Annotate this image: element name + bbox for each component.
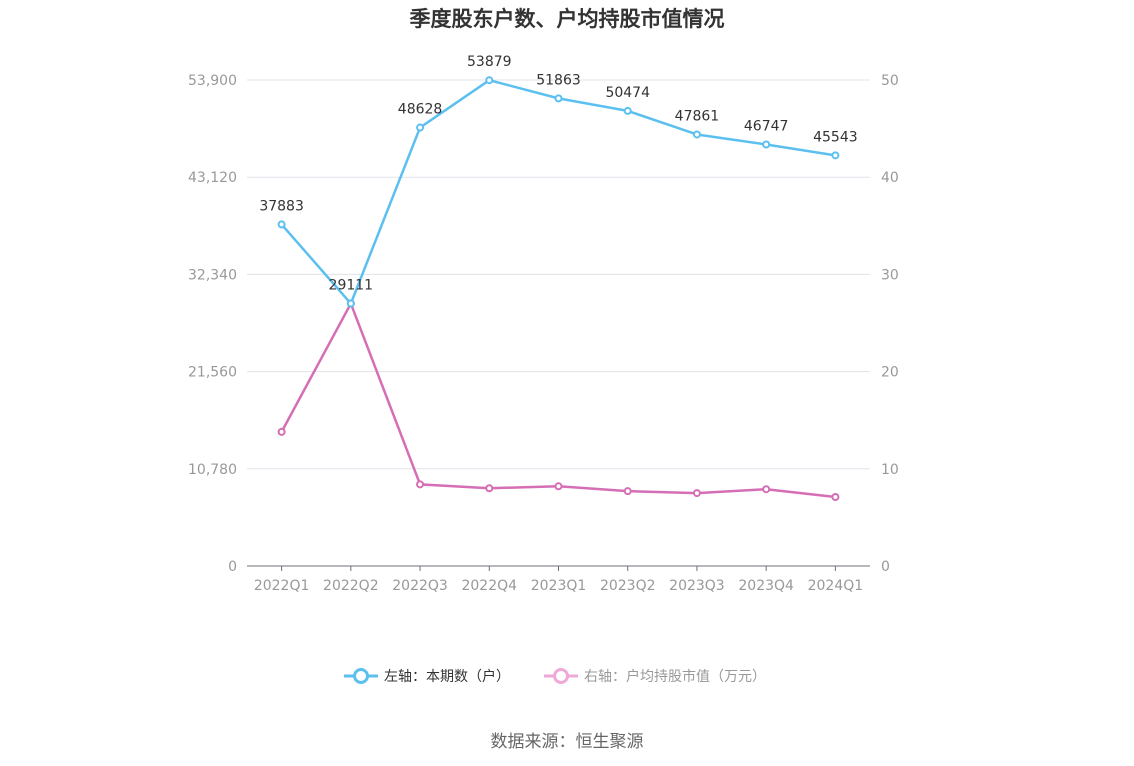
data-source: 数据来源：恒生聚源 bbox=[491, 732, 644, 752]
right-axis-tick-label: 40 bbox=[881, 170, 899, 186]
x-axis-tick-label: 2023Q2 bbox=[600, 578, 656, 594]
left-axis-ticks: 0 10,780 21,560 32,340 43,120 53,900 bbox=[188, 73, 237, 575]
x-axis-tick-label: 2022Q2 bbox=[323, 578, 379, 594]
legend-swatch-marker bbox=[553, 668, 569, 684]
data-point[interactable] bbox=[554, 482, 563, 491]
legend[interactable]: 左轴：本期数（户） 右轴：户均持股市值（万元） bbox=[344, 668, 766, 685]
legend-item-right-series[interactable]: 右轴：户均持股市值（万元） bbox=[544, 668, 766, 685]
series-left: 37883 29111 48628 53879 51863 50474 47861 46747… bbox=[259, 54, 858, 308]
data-label: 50474 bbox=[605, 85, 650, 101]
x-axis-tick-label: 2024Q1 bbox=[808, 578, 864, 594]
x-axis-tick-label: 2022Q3 bbox=[392, 578, 448, 594]
series-right bbox=[277, 299, 840, 501]
x-axis-tick-label: 2022Q4 bbox=[461, 578, 517, 594]
legend-label-left-series: 左轴：本期数（户） bbox=[384, 668, 510, 685]
data-label: 37883 bbox=[259, 198, 304, 214]
right-axis-tick-label: 30 bbox=[881, 267, 899, 283]
data-point[interactable] bbox=[485, 76, 494, 85]
left-axis-tick-label: 0 bbox=[228, 559, 237, 575]
right-axis-ticks: 0 10 20 30 40 50 bbox=[881, 73, 899, 575]
data-point[interactable] bbox=[831, 492, 840, 501]
data-label: 51863 bbox=[536, 72, 581, 88]
x-axis-tick-label: 2022Q1 bbox=[254, 578, 310, 594]
right-axis-tick-label: 20 bbox=[881, 365, 899, 381]
data-label: 48628 bbox=[398, 102, 443, 118]
series-line bbox=[280, 302, 836, 499]
right-axis-tick-label: 0 bbox=[881, 559, 890, 575]
data-point[interactable] bbox=[277, 427, 286, 436]
left-axis-tick-label: 43,120 bbox=[188, 170, 237, 186]
data-label: 53879 bbox=[467, 54, 512, 70]
right-axis-tick-label: 50 bbox=[881, 73, 899, 89]
x-axis-tick-label: 2023Q3 bbox=[669, 578, 725, 594]
data-point[interactable] bbox=[623, 487, 632, 496]
data-point[interactable] bbox=[416, 480, 425, 489]
left-axis-tick-label: 10,780 bbox=[188, 462, 237, 478]
data-point[interactable] bbox=[762, 485, 771, 494]
left-axis-tick-label: 53,900 bbox=[188, 73, 237, 89]
data-point[interactable] bbox=[485, 484, 494, 493]
data-point[interactable] bbox=[346, 299, 355, 308]
data-label: 45543 bbox=[813, 129, 858, 145]
right-axis-tick-label: 10 bbox=[881, 462, 899, 478]
legend-item-left-series[interactable]: 左轴：本期数（户） bbox=[344, 668, 510, 685]
grid-lines bbox=[247, 79, 870, 470]
x-axis-tick-label: 2023Q4 bbox=[738, 578, 794, 594]
data-label: 29111 bbox=[329, 278, 374, 294]
data-point[interactable] bbox=[692, 130, 701, 139]
data-point[interactable] bbox=[554, 94, 563, 103]
chart-title: 季度股东户数、户均持股市值情况 bbox=[410, 7, 725, 31]
legend-label-right-series: 右轴：户均持股市值（万元） bbox=[584, 668, 766, 685]
data-label: 47861 bbox=[675, 108, 720, 124]
legend-swatch-marker bbox=[353, 668, 369, 684]
x-axis: 2022Q1 2022Q2 2022Q3 2022Q4 2023Q1 2023Q2 2023… bbox=[247, 565, 870, 594]
left-axis-tick-label: 32,340 bbox=[188, 267, 237, 283]
data-point[interactable] bbox=[416, 123, 425, 132]
data-point[interactable] bbox=[831, 151, 840, 160]
x-axis-tick-label: 2023Q1 bbox=[531, 578, 587, 594]
series-line bbox=[280, 78, 836, 305]
left-axis-tick-label: 21,560 bbox=[188, 365, 237, 381]
data-point[interactable] bbox=[277, 220, 286, 229]
series-layer: 37883 29111 48628 53879 51863 50474 47861 46747… bbox=[259, 54, 858, 501]
data-point[interactable] bbox=[762, 140, 771, 149]
data-point[interactable] bbox=[623, 106, 632, 115]
data-label: 46747 bbox=[744, 118, 789, 134]
data-point[interactable] bbox=[692, 489, 701, 498]
